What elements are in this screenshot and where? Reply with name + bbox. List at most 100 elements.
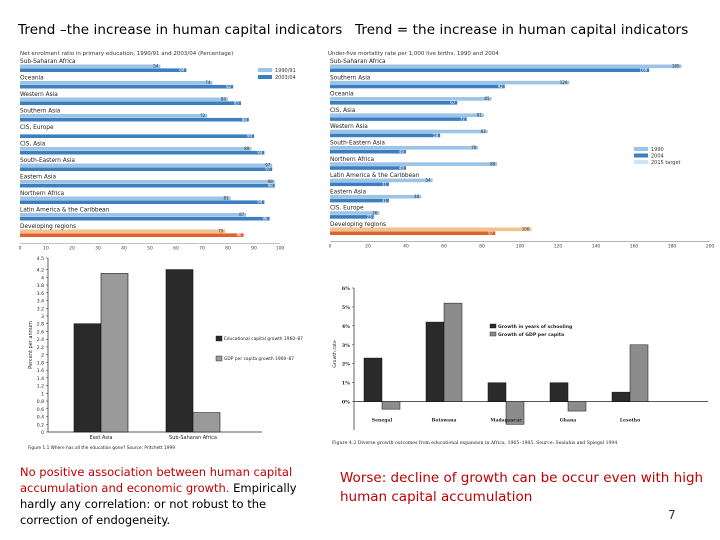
legend-swatch-2003 [258, 75, 272, 79]
value-label: 81 [477, 113, 483, 118]
bar-series-2 [330, 166, 406, 170]
value-label: 72 [460, 117, 466, 122]
value-label: 96 [263, 216, 269, 221]
legend-swatch [489, 331, 497, 337]
value-label: 86 [237, 233, 243, 238]
x-tick-label: Lesotho [620, 418, 640, 424]
x-tick-label: East Asia [90, 435, 113, 441]
value-label: 90 [247, 134, 253, 139]
x-tick-label: 90 [251, 246, 257, 252]
x-tick-label: 160 [630, 243, 639, 249]
x-tick-label: 0 [19, 246, 22, 252]
y-tick-label: 2.4 [37, 337, 44, 343]
bar-series-2 [20, 233, 244, 237]
bar-series-2 [330, 182, 389, 187]
bar-series-2 [20, 150, 265, 155]
caption-left: No positive association between human ca… [20, 464, 310, 528]
category-label: Oceania [330, 92, 354, 98]
category-label: CIS, Europe [330, 206, 364, 212]
y-tick-label: 0% [342, 400, 350, 406]
value-label: 80 [221, 97, 227, 102]
bar-series-2 [20, 84, 234, 89]
x-tick-label: 60 [441, 243, 447, 249]
y-tick-label: 2 [41, 353, 44, 359]
legend-label: GDP per capita growth 1960–87 [224, 356, 294, 362]
category-label: Southern Asia [20, 109, 61, 115]
x-tick-label: Ghana [560, 418, 577, 424]
category-label: Oceania [20, 76, 44, 82]
bar-series-2 [20, 183, 275, 188]
category-label: Developing regions [330, 222, 386, 228]
bar-series-2 [20, 167, 273, 171]
value-label: 58 [433, 133, 439, 138]
educ-gdp-chart: 0 0.20.4 0.6 0.8 11.2 1.4 1.6 1.82 2.2 2.4 2.62.8 3… [28, 256, 303, 451]
bar-series-2 [330, 101, 458, 105]
legend-label: 2004 [651, 154, 664, 160]
legend-label: Growth of GDP per capita [498, 332, 564, 338]
bar-series-1 [330, 97, 492, 101]
category-label: Eastern Asia [330, 189, 366, 195]
bar [549, 382, 569, 402]
legend-label: 1990 [651, 147, 664, 153]
value-label: 87 [239, 212, 245, 217]
y-tick-label: 0.8 [37, 399, 44, 405]
x-tick-label: 20 [365, 243, 371, 249]
value-label: 31 [382, 198, 388, 203]
value-label: 98 [268, 183, 274, 188]
figure-caption: Figure 1.1 Where has all the education g… [28, 445, 175, 451]
bar [192, 412, 221, 433]
y-tick-label: 0.2 [37, 422, 44, 428]
bar-series-1 [20, 229, 226, 234]
enrolment-chart: Net enrolment ratio in primary education… [19, 51, 296, 252]
africa-countries-chart-panel: 0% 1% 2% 3% 4% 5% 6% Growth rate Senegal Botswana… [330, 282, 710, 464]
bar-series-1 [20, 213, 247, 217]
category-label: South-Eastern Asia [330, 141, 385, 147]
value-label: 23 [367, 214, 373, 219]
mortality-chart: Under-five mortality rate per 1,000 live… [328, 51, 714, 249]
y-tick-label: 4 [41, 275, 44, 281]
legend-label: 2015 target [651, 160, 681, 166]
bar-series-1 [20, 147, 252, 151]
value-label: 168 [640, 68, 648, 73]
category-label: Sub-Saharan Africa [20, 59, 76, 65]
y-tick-label: 4.5 [37, 256, 44, 262]
value-label: 87 [488, 231, 494, 236]
x-tick-label: Botswana [432, 418, 457, 424]
y-tick-label: 1.4 [37, 376, 44, 382]
x-tick-label: 30 [95, 246, 101, 252]
y-tick-label: 3.6 [37, 291, 44, 297]
legend-swatch [215, 355, 223, 362]
y-tick-label: 3 [41, 314, 44, 320]
value-label: 54 [426, 178, 432, 183]
x-tick-label: 120 [554, 243, 563, 249]
bar-series-1 [20, 64, 161, 69]
caption-left-red: No positive association between human ca… [20, 465, 293, 495]
bar [505, 401, 525, 425]
value-label: 83 [481, 129, 487, 134]
x-tick-label: 10 [43, 246, 49, 252]
y-axis-label: Growth rate [332, 340, 338, 368]
bar-series-1 [20, 97, 228, 102]
value-label: 82 [226, 84, 232, 89]
value-label: 88 [242, 117, 248, 122]
y-tick-label: 0 [41, 430, 44, 436]
category-label: Northern Africa [20, 191, 65, 197]
bar-series-1 [330, 227, 532, 232]
bar-series-1 [20, 196, 231, 201]
y-tick-label: 0.4 [37, 415, 44, 421]
y-tick-label: 1.8 [37, 360, 44, 366]
x-tick-label: 140 [592, 243, 601, 249]
legend-swatch-1990 [258, 68, 272, 72]
x-tick-label: 180 [668, 243, 677, 249]
x-tick-label: 100 [516, 243, 525, 249]
legend-swatch [489, 323, 497, 329]
y-tick-label: 4.2 [37, 268, 44, 274]
x-tick-label: 100 [276, 246, 285, 252]
category-label: Northern Africa [330, 157, 375, 163]
value-label: 106 [522, 227, 530, 232]
value-label: 81 [224, 196, 230, 201]
y-tick-label: 5% [342, 305, 350, 311]
x-tick-label: 20 [69, 246, 75, 252]
bar-series-1 [330, 146, 479, 150]
category-label: CIS, Asia [20, 142, 46, 148]
